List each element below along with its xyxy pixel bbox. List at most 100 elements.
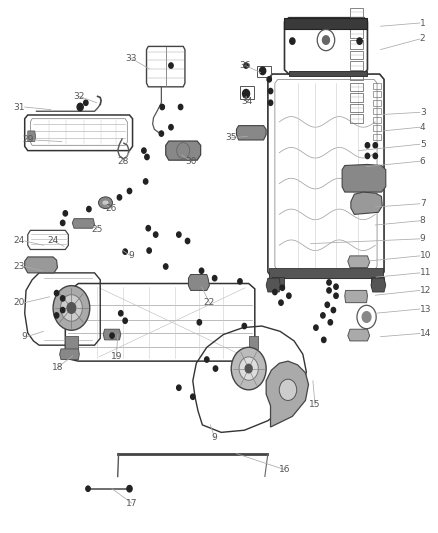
Circle shape [60, 296, 65, 301]
Circle shape [177, 385, 181, 390]
Text: 1: 1 [420, 19, 426, 28]
Circle shape [328, 320, 332, 325]
Bar [350, 83, 363, 91]
Circle shape [84, 100, 88, 106]
Circle shape [322, 36, 329, 44]
Text: 15: 15 [309, 400, 321, 409]
Circle shape [127, 188, 132, 193]
Text: 6: 6 [420, 157, 426, 166]
Circle shape [119, 311, 123, 316]
Ellipse shape [99, 197, 113, 208]
Circle shape [163, 264, 168, 269]
Polygon shape [103, 329, 121, 340]
Polygon shape [351, 192, 382, 214]
Circle shape [244, 63, 248, 68]
Text: 5: 5 [420, 140, 426, 149]
Text: 7: 7 [420, 199, 426, 208]
Circle shape [242, 324, 247, 329]
Text: 14: 14 [420, 329, 431, 338]
Polygon shape [285, 18, 367, 29]
Bar [350, 104, 363, 112]
Polygon shape [166, 141, 201, 160]
Text: 28: 28 [117, 157, 129, 166]
Text: 13: 13 [420, 304, 431, 313]
Circle shape [279, 300, 283, 305]
Text: 12: 12 [420, 286, 431, 295]
Text: 31: 31 [13, 102, 25, 111]
Text: 4: 4 [420, 123, 425, 132]
Bar [350, 40, 363, 49]
Polygon shape [289, 71, 367, 76]
Circle shape [327, 280, 331, 285]
Circle shape [279, 379, 297, 400]
Text: 29: 29 [22, 135, 33, 144]
Circle shape [280, 285, 285, 290]
Polygon shape [342, 165, 386, 192]
Polygon shape [371, 278, 386, 292]
Circle shape [331, 308, 336, 313]
Circle shape [159, 131, 163, 136]
Circle shape [357, 38, 362, 44]
Circle shape [67, 303, 76, 313]
Circle shape [212, 276, 217, 281]
Text: 34: 34 [242, 97, 253, 106]
Polygon shape [72, 219, 95, 228]
Polygon shape [269, 268, 383, 278]
Circle shape [287, 293, 291, 298]
Circle shape [362, 312, 371, 322]
Ellipse shape [102, 200, 109, 205]
Bar [350, 61, 363, 70]
Text: 25: 25 [91, 225, 102, 234]
Circle shape [245, 365, 252, 373]
Circle shape [273, 289, 277, 295]
Circle shape [53, 286, 90, 330]
Circle shape [213, 366, 218, 371]
Bar [373, 117, 381, 123]
Circle shape [365, 154, 370, 159]
Polygon shape [249, 336, 258, 349]
Text: 9: 9 [212, 433, 218, 442]
Circle shape [169, 63, 173, 68]
Text: 11: 11 [420, 269, 431, 277]
Polygon shape [348, 329, 370, 341]
Bar [350, 115, 363, 123]
Text: 22: 22 [204, 298, 215, 307]
Text: 33: 33 [125, 54, 137, 62]
Circle shape [60, 295, 82, 321]
Bar [350, 51, 363, 59]
Circle shape [87, 206, 91, 212]
Circle shape [268, 88, 273, 94]
Polygon shape [60, 349, 79, 360]
Text: 17: 17 [126, 498, 138, 507]
Bar [350, 29, 363, 38]
Circle shape [199, 268, 204, 273]
Text: 30: 30 [185, 157, 196, 166]
Bar [373, 134, 381, 140]
Text: 3: 3 [420, 108, 426, 117]
Circle shape [321, 337, 326, 343]
Bar [350, 8, 363, 17]
Circle shape [268, 100, 273, 106]
Circle shape [239, 357, 258, 380]
Circle shape [60, 220, 65, 225]
Circle shape [185, 238, 190, 244]
Text: 26: 26 [105, 204, 117, 213]
Circle shape [123, 318, 127, 324]
Text: 8: 8 [420, 216, 426, 225]
Bar [350, 19, 363, 27]
Circle shape [54, 290, 59, 296]
Circle shape [260, 67, 266, 75]
Bar [240, 86, 254, 99]
Polygon shape [348, 256, 370, 268]
Circle shape [205, 357, 209, 362]
Circle shape [63, 211, 67, 216]
Circle shape [373, 154, 378, 159]
Circle shape [127, 486, 132, 492]
Text: 9: 9 [420, 235, 426, 244]
Circle shape [77, 103, 83, 111]
Bar [258, 66, 271, 77]
Circle shape [117, 195, 122, 200]
Polygon shape [345, 290, 367, 303]
Circle shape [169, 125, 173, 130]
Bar [373, 91, 381, 98]
